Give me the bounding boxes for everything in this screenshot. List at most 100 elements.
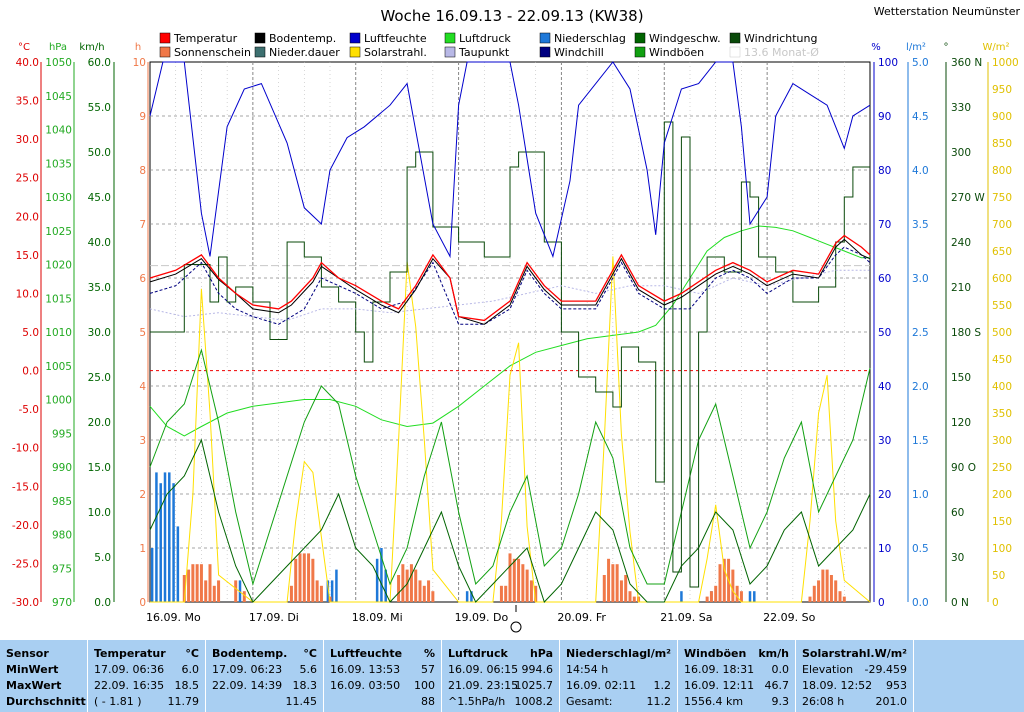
axis-tick-rain: 0.5: [912, 543, 929, 555]
bar-Niederschlag: [470, 591, 473, 602]
legend-label: Luftdruck: [459, 32, 511, 45]
summary-value: 11.45: [285, 695, 318, 708]
bar-Sonnenschein: [397, 575, 401, 602]
axis-tick-sunh: 3: [139, 435, 146, 447]
axis-tick-press: 1030: [45, 192, 72, 204]
axis-tick-solar: 400: [992, 381, 1012, 393]
series-Luftfeuchte: [149, 61, 871, 259]
bar-Sonnenschein: [401, 564, 405, 602]
bar-Sonnenschein: [512, 558, 516, 602]
summary-cell: Luftfeuchte: [330, 647, 403, 660]
legend-swatch: [159, 46, 171, 58]
x-tick-label: 20.09. Fr: [557, 611, 606, 624]
axis-tick-wind: 25.0: [88, 372, 111, 384]
axis-tick-dir: 300: [951, 147, 971, 159]
series-Windgeschw.: [149, 438, 871, 603]
summary-value: %: [423, 647, 435, 660]
bar-Sonnenschein: [217, 580, 221, 602]
scroll-indicator-icon[interactable]: [510, 605, 522, 633]
summary-value: 1.2: [653, 679, 672, 692]
bar-Sonnenschein: [817, 580, 821, 602]
summary-cell: 16.09. 02:11: [566, 679, 637, 692]
axis-tick-solar: 850: [992, 138, 1012, 150]
axis-tick-sunh: 0: [139, 597, 146, 609]
axis-tick-rain: 1.0: [912, 489, 929, 501]
axis-tick-rain: 2.0: [912, 381, 929, 393]
axis-tick-wind: 30.0: [88, 327, 111, 339]
series-Solarstrahl.: [150, 256, 871, 603]
axis-tick-solar: 350: [992, 408, 1012, 420]
summary-cell: ^1.5hPa/h: [448, 695, 506, 708]
bar-Sonnenschein: [829, 575, 833, 602]
bar-Niederschlag: [748, 591, 752, 602]
axis-tick-dir: 360 N: [951, 57, 982, 69]
bar-Sonnenschein: [825, 569, 829, 602]
axis-tick-solar: 800: [992, 165, 1012, 177]
axis-tick-rain: 5.0: [912, 57, 929, 69]
axis-tick-temp: 10.0: [16, 288, 39, 300]
bar-Niederschlag: [680, 591, 683, 602]
bar-Sonnenschein: [834, 580, 838, 602]
axis-tick-sunh: 1: [139, 543, 146, 555]
summary-cell: 17.09. 06:36: [94, 663, 165, 676]
axis-tick-hum: 20: [878, 489, 891, 501]
summary-cell: 18.09. 12:52: [802, 679, 873, 692]
axis-tick-press: 1015: [45, 293, 72, 305]
bar-Sonnenschein: [615, 564, 619, 602]
axis-tick-wind: 20.0: [88, 417, 111, 429]
summary-value: hPa: [529, 647, 553, 660]
summary-value: 6.0: [181, 663, 200, 676]
axis-tick-dir: 330: [951, 102, 971, 114]
axis-tick-temp: -20.0: [12, 520, 39, 532]
axis-tick-rain: 3.0: [912, 273, 929, 285]
summary-value: 1025.7: [514, 679, 554, 692]
axis-tick-rain: 0.0: [912, 597, 929, 609]
bar-Sonnenschein: [842, 596, 846, 602]
legend-swatch: [159, 32, 171, 44]
x-tick-label: 19.09. Do: [455, 611, 509, 624]
legend-label: Solarstrahl.: [364, 46, 427, 59]
bar-Sonnenschein: [307, 553, 311, 602]
axis-tick-solar: 550: [992, 300, 1012, 312]
bar-Sonnenschein: [739, 591, 743, 602]
legend-label: Windböen: [649, 46, 704, 59]
summary-value: W/m²: [874, 647, 907, 660]
bar-Sonnenschein: [525, 569, 529, 602]
summary-value: 994.6: [521, 663, 554, 676]
bar-Sonnenschein: [427, 580, 431, 602]
axis-tick-wind: 40.0: [88, 237, 111, 249]
legend-swatch: [539, 32, 551, 44]
bar-Sonnenschein: [521, 564, 525, 602]
chart-title: Woche 16.09.13 - 22.09.13 (KW38): [380, 7, 643, 25]
bar-Niederschlag: [172, 483, 175, 602]
axis-tick-press: 1005: [45, 361, 72, 373]
series-Bodentemp.: [149, 238, 871, 325]
axis-tick-press: 1025: [45, 226, 72, 238]
summary-value: 18.5: [174, 679, 200, 692]
summary-cell: Temperatur: [94, 647, 166, 660]
bar-Niederschlag: [335, 569, 338, 602]
axis-tick-press: 1020: [45, 260, 72, 272]
axis-tick-solar: 900: [992, 111, 1012, 123]
axis-unit-solar: W/m²: [982, 42, 1009, 53]
axis-tick-temp: 0.0: [22, 366, 39, 378]
summary-sensor-label: Sensor: [6, 647, 49, 660]
axis-unit-rain: l/m²: [906, 42, 926, 53]
x-tick-label: 16.09. Mo: [146, 611, 201, 624]
legend-swatch: [634, 46, 646, 58]
summary-max-label: MaxWert: [6, 679, 62, 692]
axis-tick-temp: 5.0: [22, 327, 39, 339]
axis-tick-rain: 4.5: [912, 111, 929, 123]
axis-tick-solar: 500: [992, 327, 1012, 339]
legend-label: Windgeschw.: [649, 32, 721, 45]
summary-value: 1008.2: [514, 695, 554, 708]
summary-cell: 22.09. 16:35: [94, 679, 165, 692]
axis-tick-solar: 1000: [992, 57, 1019, 69]
summary-value: l/m²: [646, 647, 671, 660]
bar-Sonnenschein: [431, 591, 435, 602]
summary-col-5: Niederschlag l/m² 14:54 h 16.09. 02:11 1.2 Ge…: [560, 640, 678, 712]
bar-Sonnenschein: [808, 596, 812, 602]
legend-label: Windrichtung: [744, 32, 817, 45]
legend-swatch: [634, 32, 646, 44]
